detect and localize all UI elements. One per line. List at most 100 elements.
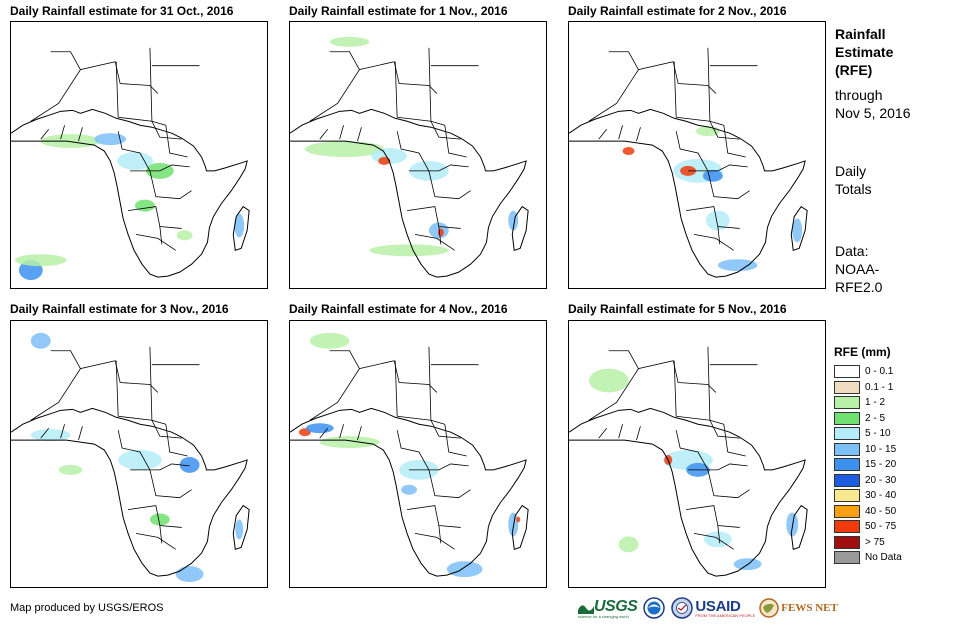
coastline [290,407,527,577]
noaa-seal-icon [643,597,666,619]
usgs-logo: USGS science for a changing world [578,598,638,619]
africa-map-svg [569,321,825,587]
legend-label: 1 - 2 [865,397,886,409]
rainfall-map-5 [289,320,547,588]
rain-patch [305,423,334,434]
rain-patch [622,147,635,155]
country-border [693,533,734,550]
country-border [159,525,163,544]
legend-swatch [834,365,860,379]
legend-label: 10 - 15 [865,443,897,455]
country-border [149,346,153,421]
country-border [319,424,362,441]
country-border [329,51,360,70]
rain-patch [118,450,162,470]
country-border [428,469,471,499]
legend-swatch [834,551,860,565]
country-border [394,61,398,118]
country-border [707,346,711,421]
legend-label: 5 - 10 [865,428,891,440]
legend-swatch [834,504,860,518]
coastline [569,108,806,278]
rain-patch [792,218,803,243]
legend-item: 0 - 0.1 [834,364,902,380]
data-line-1: Data: [835,243,869,259]
africa-map-svg [290,321,546,587]
country-border [128,505,182,528]
country-border [50,51,81,70]
rain-patch [680,165,697,176]
rain-patch [149,513,170,526]
country-border [707,469,750,499]
country-border [135,234,176,251]
legend-swatch [834,411,860,425]
legend-item: 40 - 50 [834,504,902,520]
rain-patch [117,152,153,170]
rain-patch [30,332,51,349]
country-border [414,234,455,251]
country-border [444,424,467,457]
rain-patch [437,228,444,237]
country-border [50,350,81,369]
logo-strip: USGS science for a changing world USAID … [578,596,838,620]
country-border [128,206,182,229]
country-border [407,206,461,229]
country-border [394,360,398,417]
country-border [707,170,750,200]
panel-title-3: Daily Rainfall estimate for 2 Nov., 2016 [568,4,787,18]
legend-label: 0.1 - 1 [865,381,894,393]
country-border [709,420,740,439]
rain-patch [446,561,483,578]
legend-label: 30 - 40 [865,490,897,502]
country-border [165,125,188,158]
legend-label: 40 - 50 [865,505,897,517]
madagascar-outline [232,205,250,251]
country-border [409,164,469,172]
through-label: through [835,87,883,103]
rain-patch [234,213,245,238]
africa-map-svg [569,22,825,288]
country-border [40,125,83,142]
rainfall-map-4 [10,320,268,588]
country-border [709,121,740,140]
country-border [407,505,461,528]
data-line-2: NOAA- [835,261,880,277]
heading-line-rfe: (RFE) [835,62,873,78]
sidebar-totals: Daily Totals [835,162,872,198]
rain-patch [516,516,521,523]
madagascar-outline [511,205,529,251]
country-border [118,415,166,425]
legend-item: 1 - 2 [834,395,902,411]
rain-patch [58,464,83,475]
rain-patch [135,199,155,212]
country-border [409,463,469,471]
usgs-wave-icon [578,604,594,614]
legend-item: 30 - 40 [834,488,902,504]
country-border [686,505,740,528]
country-border [723,424,746,457]
country-border [693,234,734,251]
legend-swatch [834,489,860,503]
country-border [444,125,467,158]
legend-label: > 75 [865,536,885,548]
rain-patch [702,169,723,182]
africa-map-svg [11,22,267,288]
sidebar-data-source: Data: NOAA- RFE2.0 [835,242,882,296]
country-border [688,164,748,172]
country-border [165,424,188,457]
country-border [40,424,83,441]
country-border [309,360,438,421]
legend-item: 20 - 30 [834,473,902,489]
legend-item: 0.1 - 1 [834,380,902,396]
legend-label: 50 - 75 [865,521,897,533]
country-border [396,131,430,172]
sidebar-heading: Rainfall Estimate (RFE) [835,25,893,79]
madagascar-outline [790,205,808,251]
country-border [686,206,740,229]
legend-item: 5 - 10 [834,426,902,442]
rain-patch [588,368,629,393]
country-border [30,360,159,421]
country-border [130,164,190,172]
heading-line-rainfall: Rainfall [835,26,886,42]
country-border [608,350,639,369]
